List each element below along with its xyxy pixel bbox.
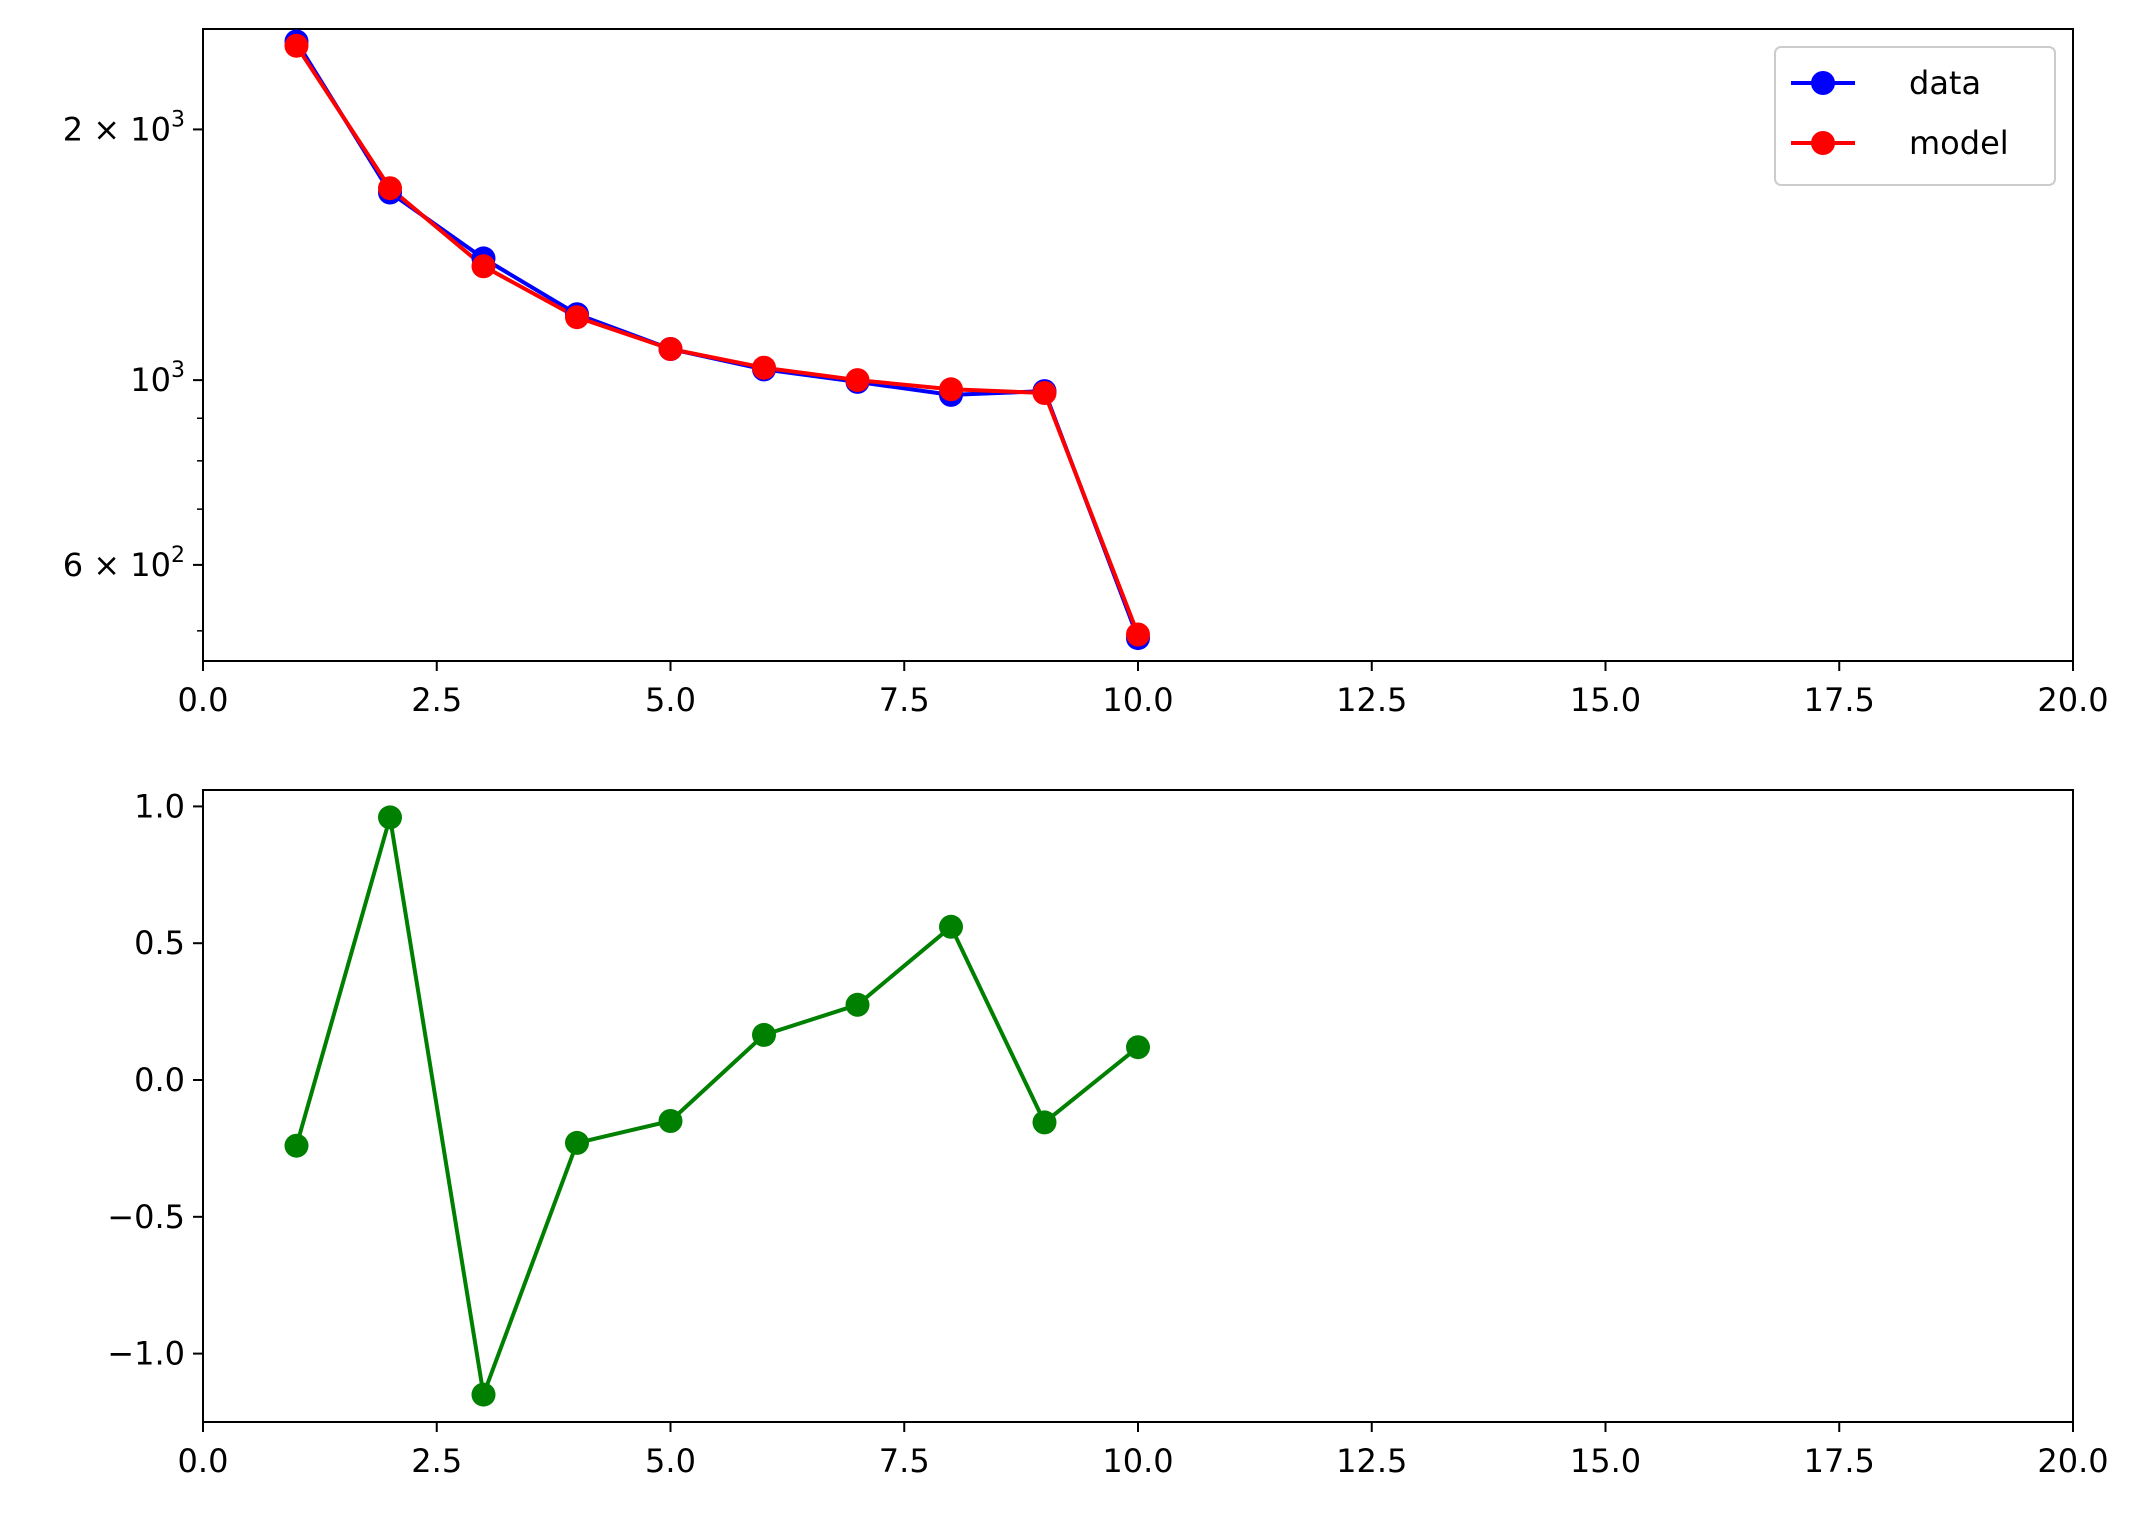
top-panel-point-model-1-10 (1126, 622, 1150, 647)
bottom-panel-y-tick-label: −1.0 (107, 1335, 185, 1373)
legend-label-model: model (1909, 124, 2009, 162)
bottom-panel-x-tick-label: 7.5 (879, 1442, 930, 1480)
top-panel-point-model-1-7 (845, 368, 870, 393)
bottom-panel-y-tick-label: −0.5 (107, 1198, 185, 1236)
top-panel-x-tick-label: 15.0 (1570, 681, 1641, 719)
legend-marker-model (1811, 131, 1835, 155)
bottom-panel-point-series-0-2 (378, 805, 402, 830)
bottom-panel-x-tick-label: 0.0 (178, 1442, 229, 1480)
top-panel-point-model-1-8 (939, 377, 963, 402)
top-panel-x-axis: 0.0 2.5 5.0 7.5 10.0 12.5 15.0 17.5 20.0 (178, 661, 2109, 719)
top-panel-lines (294, 40, 1140, 639)
top-panel-markers (284, 29, 1150, 651)
bottom-panel-point-series-0-5 (658, 1109, 683, 1133)
bottom-panel-point-series-0-3 (471, 1382, 496, 1407)
top-panel-point-model-1-3 (471, 254, 496, 279)
top-panel-residual-fit: 0.0 2.5 5.0 7.5 10.0 12.5 15.0 17.5 20.0 2 × 103… (63, 28, 2109, 719)
bottom-panel-x-tick-label: 15.0 (1570, 1442, 1641, 1480)
bottom-panel-x-tick-label: 20.0 (2037, 1442, 2108, 1480)
top-panel-x-tick-label: 2.5 (411, 681, 462, 719)
bottom-panel-y-tick-label: 0.0 (134, 1061, 185, 1099)
top-panel-x-tick-label: 7.5 (879, 681, 930, 719)
bottom-panel-point-series-0-1 (284, 1133, 309, 1158)
top-panel-x-tick-label: 0.0 (178, 681, 229, 719)
bottom-panel-y-axis: 1.0 0.5 0.0 −0.5 −1.0 (107, 787, 203, 1373)
legend-marker-data (1811, 71, 1835, 95)
bottom-panel-point-series-0-8 (939, 914, 963, 939)
bottom-panel-markers (284, 805, 1150, 1407)
top-panel-x-tick-label: 20.0 (2037, 681, 2108, 719)
bottom-panel-x-tick-label: 5.0 (645, 1442, 696, 1480)
bottom-panel-y-tick-label: 0.5 (134, 924, 185, 962)
top-panel-point-model-1-6 (752, 355, 776, 380)
top-panel-x-tick-label: 10.0 (1102, 681, 1173, 719)
top-panel-point-model-1-5 (658, 337, 683, 361)
top-panel-x-tick-label: 5.0 (645, 681, 696, 719)
top-panel-x-tick-label: 12.5 (1336, 681, 1407, 719)
bottom-panel-x-axis: 0.0 2.5 5.0 7.5 10.0 12.5 15.0 17.5 20.0 (178, 1422, 2109, 1480)
bottom-panel-point-series-0-10 (1126, 1035, 1150, 1060)
bottom-panel-point-series-0-9 (1032, 1110, 1057, 1135)
bottom-panel-x-tick-label: 17.5 (1804, 1442, 1875, 1480)
top-panel-y-tick-label: 6 × 102 (63, 543, 185, 584)
top-panel-point-model-1-2 (378, 176, 402, 201)
bottom-panel-point-series-0-6 (752, 1022, 776, 1047)
top-panel-y-tick-label: 2 × 103 (63, 107, 185, 148)
top-panel-line-model-1 (294, 44, 1140, 636)
bottom-panel-point-series-0-4 (565, 1130, 589, 1155)
top-panel-point-model-1-9 (1032, 381, 1057, 405)
top-panel-point-model-1-1 (284, 33, 309, 58)
bottom-panel-point-series-0-7 (845, 992, 870, 1017)
bottom-panel-lines (294, 815, 1140, 1397)
bottom-panel-x-tick-label: 10.0 (1102, 1442, 1173, 1480)
bottom-panel-x-tick-label: 12.5 (1336, 1442, 1407, 1480)
top-panel-x-tick-label: 17.5 (1804, 681, 1875, 719)
bottom-panel-residuals: 0.0 2.5 5.0 7.5 10.0 12.5 15.0 17.5 20.0 1.0 0.5 0… (107, 787, 2108, 1480)
top-panel-legend: data model (1774, 46, 2056, 186)
top-panel-y-tick-label: 103 (130, 358, 185, 399)
bottom-panel-y-tick-label: 1.0 (134, 787, 185, 825)
bottom-panel-x-tick-label: 2.5 (411, 1442, 462, 1480)
legend-label-data: data (1909, 64, 1981, 102)
top-panel-y-axis: 2 × 103 103 6 × 102 (63, 107, 203, 632)
top-panel-point-model-1-4 (565, 305, 589, 330)
bottom-panel-line-series-0 (294, 815, 1140, 1397)
